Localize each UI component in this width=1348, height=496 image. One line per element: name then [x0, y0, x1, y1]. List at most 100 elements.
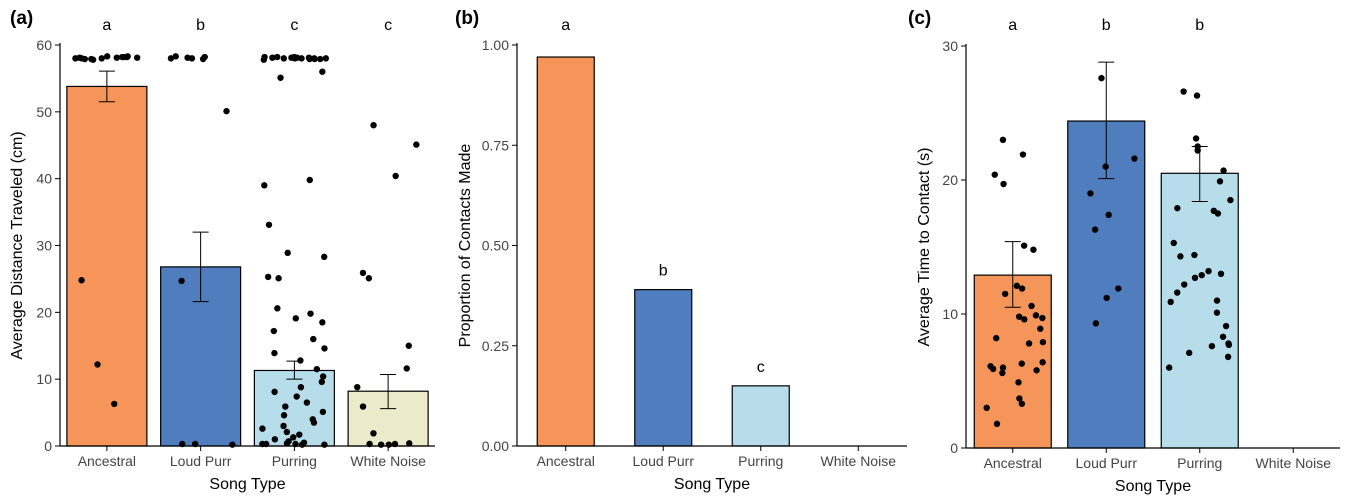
data-point: [199, 55, 207, 63]
data-point: [365, 275, 373, 282]
data-point: [319, 68, 326, 75]
data-point: [290, 434, 297, 441]
chart-panel-b: (b) a b c 0.00 0.25 0.50 0.75 1.00 Ancestral Loud …: [455, 8, 907, 493]
bar: [634, 289, 693, 447]
data-point: [275, 275, 282, 282]
y-tick-label: 0: [950, 440, 958, 456]
x-tick-label: Ancestral: [984, 455, 1042, 471]
data-point: [1000, 180, 1007, 188]
data-point: [1019, 151, 1027, 158]
data-point: [1087, 190, 1094, 197]
data-point: [1016, 395, 1023, 402]
y-tick-label: 0.25: [482, 338, 509, 354]
x-axis-title: Song Type: [674, 476, 750, 493]
y-tick-label: 30: [36, 238, 52, 254]
x-tick-label: White Noise: [1256, 455, 1332, 471]
data-point: [1167, 298, 1174, 306]
significance-letter: c: [757, 359, 765, 376]
data-point: [306, 55, 313, 63]
data-point: [1213, 297, 1221, 304]
chart-panel-a: (a) a b c c 0 10 20 30 40 50 60 Ancestral Loud Purr Pu…: [9, 8, 435, 493]
y-tick-label: 20: [36, 304, 52, 320]
data-point: [320, 253, 328, 261]
data-point: [1170, 239, 1177, 247]
data-point: [1191, 251, 1198, 259]
bar: [1160, 172, 1239, 449]
data-point: [283, 440, 291, 447]
data-point: [1115, 285, 1122, 292]
data-point: [1177, 253, 1184, 260]
x-tick-label: White Noise: [821, 453, 897, 469]
data-point: [359, 403, 367, 410]
significance-letter: c: [290, 17, 298, 34]
significance-letter: b: [196, 17, 205, 34]
data-point: [298, 441, 306, 448]
data-point: [223, 107, 230, 115]
data-point: [274, 53, 281, 61]
data-point: [1191, 274, 1199, 282]
x-tick-label: Ancestral: [537, 453, 595, 469]
y-tick-label: 30: [942, 38, 958, 54]
data-point: [293, 393, 300, 400]
y-tick-label: 10: [36, 371, 52, 387]
data-point: [392, 172, 399, 180]
x-tick-label: Purring: [272, 453, 317, 469]
y-tick-label: 10: [942, 306, 958, 322]
data-point: [310, 335, 317, 343]
significance-letter: a: [561, 17, 570, 34]
data-point: [1165, 364, 1173, 371]
significance-letter: b: [1102, 17, 1111, 34]
data-point: [1198, 271, 1205, 279]
y-tick-label: 60: [36, 37, 52, 53]
data-point: [1105, 211, 1112, 219]
data-point: [280, 422, 287, 430]
panel-label: (c): [908, 8, 931, 29]
data-point: [321, 441, 328, 448]
data-point: [271, 436, 279, 443]
x-tick-label: Loud Purr: [633, 453, 695, 469]
data-point: [370, 122, 377, 129]
data-point: [319, 373, 327, 380]
data-point: [259, 425, 266, 432]
data-point: [1032, 312, 1040, 319]
data-point: [1013, 282, 1021, 290]
data-point: [1174, 204, 1181, 212]
data-point: [1194, 147, 1201, 154]
y-tick-label: 0.50: [482, 238, 509, 254]
data-point: [1025, 340, 1033, 347]
data-point: [274, 305, 281, 312]
data-point: [993, 334, 1000, 342]
data-point: [319, 408, 327, 416]
x-tick-label: Purring: [1177, 455, 1222, 471]
bar: [731, 385, 790, 447]
data-point: [1033, 367, 1040, 374]
data-point: [103, 53, 111, 60]
data-point: [1030, 246, 1037, 253]
data-point: [292, 315, 299, 322]
data-point: [1018, 285, 1026, 292]
data-point: [1224, 353, 1232, 361]
data-point: [72, 55, 79, 62]
x-axis-title: Song Type: [1115, 478, 1191, 495]
data-point: [983, 404, 990, 411]
x-axis-title: Song Type: [209, 476, 285, 493]
data-point: [1091, 226, 1099, 233]
data-point: [113, 54, 121, 61]
data-point: [265, 221, 273, 228]
data-point: [318, 378, 326, 386]
data-point: [1222, 322, 1230, 330]
y-tick-label: 0.00: [482, 438, 509, 454]
data-point: [261, 182, 268, 189]
significance-letter: a: [102, 17, 111, 34]
data-point: [1174, 289, 1181, 296]
data-point: [280, 412, 288, 419]
data-point: [167, 55, 175, 62]
data-point: [1102, 163, 1109, 170]
data-point: [298, 55, 305, 62]
data-point: [277, 74, 284, 81]
data-point: [310, 419, 318, 426]
data-point: [1039, 359, 1046, 366]
data-point: [316, 55, 324, 63]
data-point: [1020, 242, 1028, 249]
x-tick-label: Loud Purr: [170, 453, 232, 469]
